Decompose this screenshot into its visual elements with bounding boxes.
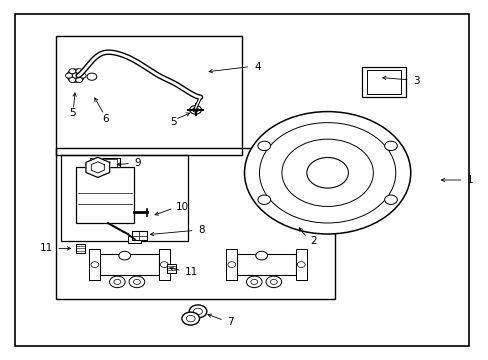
Bar [76,167,134,223]
Bar [366,70,400,94]
Bar [159,249,169,280]
Circle shape [255,251,267,260]
Circle shape [79,73,86,78]
Bar [237,254,295,275]
Text: 11: 11 [40,243,53,253]
Circle shape [76,77,82,82]
Bar [90,158,120,167]
Circle shape [265,276,281,288]
Text: 5: 5 [170,117,177,127]
Circle shape [257,141,270,150]
Bar [89,249,100,280]
Bar [100,254,159,275]
Bar [56,148,334,299]
Circle shape [306,157,348,188]
Text: 11: 11 [184,267,198,277]
Text: 6: 6 [102,114,108,124]
Text: 7: 7 [227,317,234,327]
Polygon shape [86,157,109,177]
Bar [226,249,237,280]
Circle shape [160,262,168,267]
Circle shape [69,77,76,82]
Bar [295,249,306,280]
Circle shape [182,312,199,325]
Circle shape [91,262,99,267]
Text: 10: 10 [176,202,189,212]
Circle shape [76,69,82,74]
Circle shape [69,69,76,74]
Circle shape [109,276,125,288]
Text: 9: 9 [134,158,141,168]
Bar [361,67,405,97]
Circle shape [384,141,397,150]
Circle shape [65,73,72,78]
Bar [76,244,85,253]
Bar [61,155,188,241]
Text: 3: 3 [412,76,419,86]
Bar [132,231,146,240]
Circle shape [297,262,305,267]
Text: 8: 8 [198,225,204,235]
Circle shape [72,73,79,78]
Circle shape [67,69,84,82]
Circle shape [384,195,397,204]
Text: 4: 4 [254,62,261,72]
Bar [166,264,175,273]
Text: 1: 1 [466,175,473,185]
Circle shape [246,276,262,288]
Circle shape [192,108,198,112]
Text: 2: 2 [310,236,317,246]
Circle shape [257,195,270,204]
Circle shape [119,251,130,260]
Bar [56,36,242,155]
Bar [93,159,117,167]
Circle shape [189,105,201,114]
Circle shape [227,262,235,267]
Circle shape [189,305,206,318]
Circle shape [244,112,410,234]
Text: 5: 5 [69,108,76,118]
Bar [127,236,141,243]
Circle shape [87,73,97,80]
Circle shape [129,276,144,288]
